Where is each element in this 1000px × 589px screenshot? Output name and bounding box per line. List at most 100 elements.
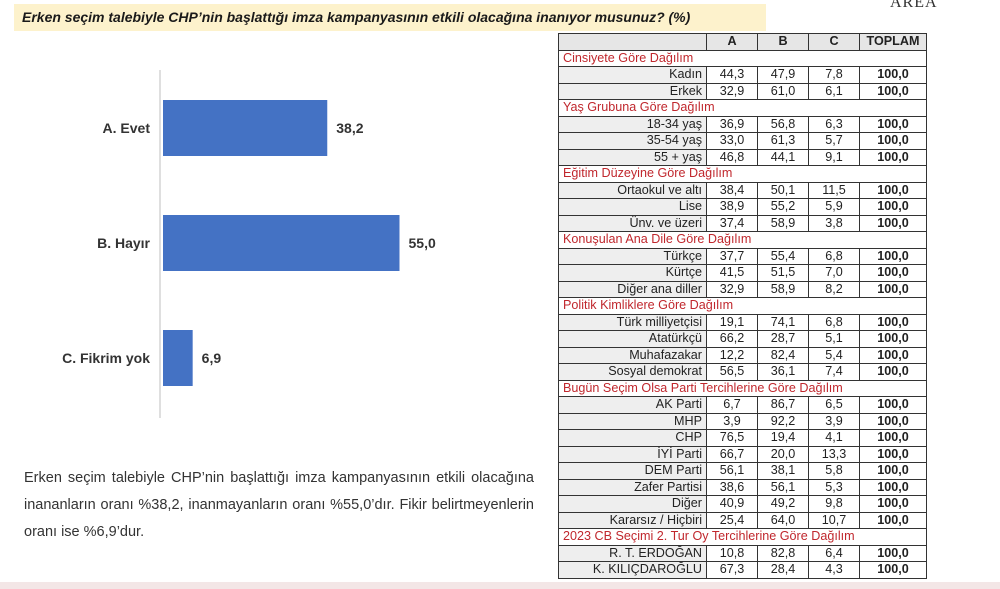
row-label: DEM Parti	[558, 462, 707, 480]
table-row: Ortaokul ve altı 38,4 50,1 11,5 100,0	[558, 181, 927, 199]
cell-b: 82,4	[757, 346, 809, 364]
cell-c: 5,7	[808, 132, 860, 150]
cell-c: 6,8	[808, 247, 860, 265]
cell-total: 100,0	[859, 544, 927, 562]
cell-a: 44,3	[706, 66, 758, 84]
cell-b: 92,2	[757, 412, 809, 430]
row-label: Ünv. ve üzeri	[558, 214, 707, 232]
row-label: Diğer ana diller	[558, 280, 707, 298]
cell-a: 38,6	[706, 478, 758, 496]
cell-c: 5,4	[808, 346, 860, 364]
cell-a: 56,5	[706, 363, 758, 381]
cell-total: 100,0	[859, 198, 927, 216]
crosstab-table: A B C TOPLAM Cinsiyete Göre Dağılım Kadın…	[558, 33, 927, 579]
data-label: 55,0	[409, 235, 436, 251]
cell-b: 19,4	[757, 429, 809, 447]
column-header-c: C	[808, 33, 860, 51]
table-row: Diğer 40,9 49,2 9,8 100,0	[558, 495, 927, 513]
row-label: Kadın	[558, 66, 707, 84]
cell-b: 56,1	[757, 478, 809, 496]
table-row: Erkek 32,9 61,0 6,1 100,0	[558, 82, 927, 100]
cell-a: 6,7	[706, 396, 758, 414]
page-title: Erken seçim talebiyle CHP’nin başlattığı…	[22, 9, 691, 25]
cell-c: 6,8	[808, 313, 860, 331]
table-row: 18-34 yaş 36,9 56,8 6,3 100,0	[558, 115, 927, 133]
cell-b: 51,5	[757, 264, 809, 282]
table-body: Cinsiyete Göre Dağılım Kadın 44,3 47,9 7,8 10…	[558, 49, 927, 579]
cell-c: 6,4	[808, 544, 860, 562]
cell-b: 47,9	[757, 66, 809, 84]
section-title: Politik Kimliklere Göre Dağılım	[558, 297, 927, 315]
bar-chart: A. Evet 38,2 B. Hayır 55,0 C. Fikrim yok 6,9	[62, 70, 436, 418]
bar	[163, 215, 400, 271]
cell-total: 100,0	[859, 132, 927, 150]
table-section-row: 2023 CB Seçimi 2. Tur Oy Tercihlerine Gö…	[558, 528, 927, 546]
cell-a: 66,2	[706, 330, 758, 348]
cell-total: 100,0	[859, 429, 927, 447]
row-label: Türk milliyetçisi	[558, 313, 707, 331]
cell-b: 82,8	[757, 544, 809, 562]
cell-a: 37,4	[706, 214, 758, 232]
cell-total: 100,0	[859, 66, 927, 84]
table-row: Türk milliyetçisi 19,1 74,1 6,8 100,0	[558, 313, 927, 331]
row-label: Kürtçe	[558, 264, 707, 282]
cell-b: 86,7	[757, 396, 809, 414]
cell-b: 56,8	[757, 115, 809, 133]
cell-c: 4,1	[808, 429, 860, 447]
cell-total: 100,0	[859, 445, 927, 463]
cell-b: 64,0	[757, 511, 809, 529]
cell-c: 7,0	[808, 264, 860, 282]
table-section-row: Yaş Grubuna Göre Dağılım	[558, 99, 927, 117]
cell-a: 12,2	[706, 346, 758, 364]
cell-a: 37,7	[706, 247, 758, 265]
table-row: İYİ Parti 66,7 20,0 13,3 100,0	[558, 445, 927, 463]
cell-total: 100,0	[859, 280, 927, 298]
section-title: Yaş Grubuna Göre Dağılım	[558, 99, 927, 117]
bar	[163, 330, 193, 386]
table-row: Ünv. ve üzeri 37,4 58,9 3,8 100,0	[558, 214, 927, 232]
cell-a: 25,4	[706, 511, 758, 529]
row-label: Zafer Partisi	[558, 478, 707, 496]
row-label: Ortaokul ve altı	[558, 181, 707, 199]
table-section-row: Bugün Seçim Olsa Parti Tercihlerine Göre…	[558, 379, 927, 397]
category-label: A. Evet	[103, 120, 151, 136]
cell-c: 10,7	[808, 511, 860, 529]
table-row: Sosyal demokrat 56,5 36,1 7,4 100,0	[558, 363, 927, 381]
row-label: Türkçe	[558, 247, 707, 265]
table-row: Zafer Partisi 38,6 56,1 5,3 100,0	[558, 478, 927, 496]
table-row: MHP 3,9 92,2 3,9 100,0	[558, 412, 927, 430]
cell-a: 56,1	[706, 462, 758, 480]
cell-total: 100,0	[859, 181, 927, 199]
cell-b: 55,2	[757, 198, 809, 216]
row-label: Muhafazakar	[558, 346, 707, 364]
row-label: 35-54 yaş	[558, 132, 707, 150]
cell-c: 5,1	[808, 330, 860, 348]
cell-total: 100,0	[859, 511, 927, 529]
cell-a: 41,5	[706, 264, 758, 282]
cell-b: 28,7	[757, 330, 809, 348]
row-label: İYİ Parti	[558, 445, 707, 463]
cell-c: 7,8	[808, 66, 860, 84]
row-label: Sosyal demokrat	[558, 363, 707, 381]
cell-a: 32,9	[706, 82, 758, 100]
cell-total: 100,0	[859, 495, 927, 513]
cell-b: 61,3	[757, 132, 809, 150]
cell-c: 5,8	[808, 462, 860, 480]
table-row: K. KILIÇDAROĞLU 67,3 28,4 4,3 100,0	[558, 561, 927, 579]
row-label: Atatürkçü	[558, 330, 707, 348]
cell-c: 6,5	[808, 396, 860, 414]
cell-a: 38,4	[706, 181, 758, 199]
cell-a: 19,1	[706, 313, 758, 331]
table-row: CHP 76,5 19,4 4,1 100,0	[558, 429, 927, 447]
cell-total: 100,0	[859, 561, 927, 579]
cell-a: 67,3	[706, 561, 758, 579]
table-row: Kürtçe 41,5 51,5 7,0 100,0	[558, 264, 927, 282]
table-row: 35-54 yaş 33,0 61,3 5,7 100,0	[558, 132, 927, 150]
cell-total: 100,0	[859, 412, 927, 430]
bar	[163, 100, 328, 156]
cell-c: 3,8	[808, 214, 860, 232]
bottom-strip	[0, 582, 1000, 589]
cell-total: 100,0	[859, 462, 927, 480]
cell-c: 8,2	[808, 280, 860, 298]
row-label: 18-34 yaş	[558, 115, 707, 133]
